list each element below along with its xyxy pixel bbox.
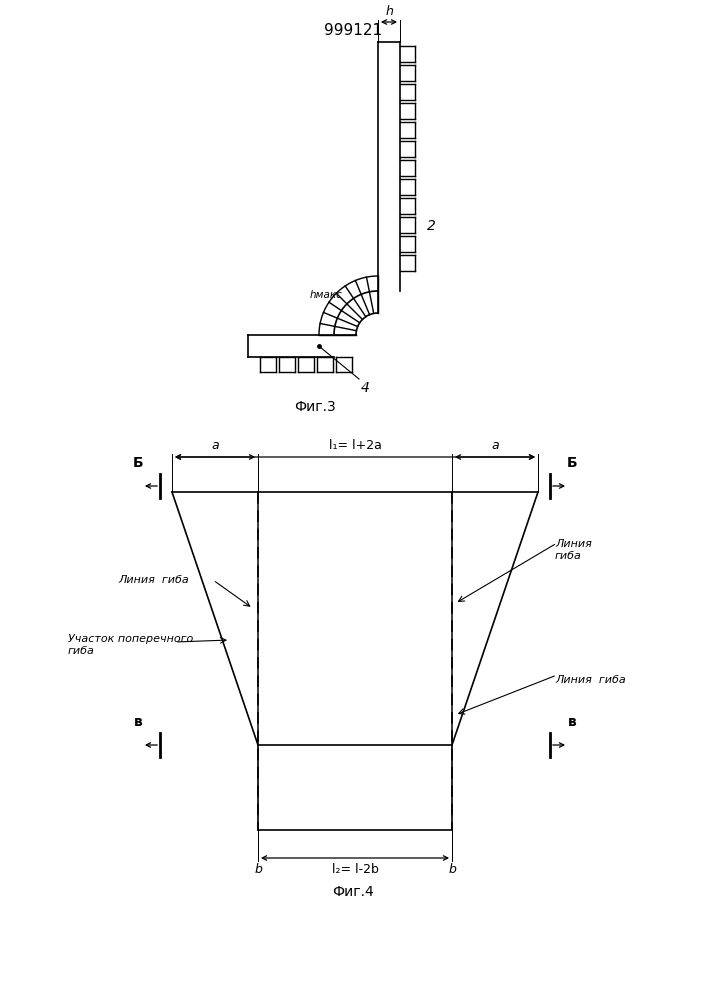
Text: l₂= l-2b: l₂= l-2b [332,863,378,876]
Text: Б: Б [133,456,144,470]
Text: b: b [254,863,262,876]
Text: в: в [568,715,576,729]
Text: Линия  гиба: Линия гиба [555,675,626,685]
Text: Линия  гиба: Линия гиба [118,575,189,585]
Text: Участок поперечного
гиба: Участок поперечного гиба [68,634,193,656]
Text: a: a [211,439,218,452]
Text: Фиг.4: Фиг.4 [332,885,374,899]
Text: h: h [385,5,393,18]
Text: Линия
гиба: Линия гиба [555,539,592,561]
Text: Фиг.3: Фиг.3 [294,400,336,414]
Text: l₁= l+2a: l₁= l+2a [329,439,382,452]
Text: в: в [134,715,142,729]
Text: Б: Б [567,456,578,470]
Text: a: a [491,439,499,452]
Text: 4: 4 [361,381,370,395]
Text: hмакс: hмакс [310,290,342,300]
Text: 2: 2 [427,219,436,233]
Text: b: b [448,863,456,876]
Text: 999121: 999121 [324,23,382,38]
